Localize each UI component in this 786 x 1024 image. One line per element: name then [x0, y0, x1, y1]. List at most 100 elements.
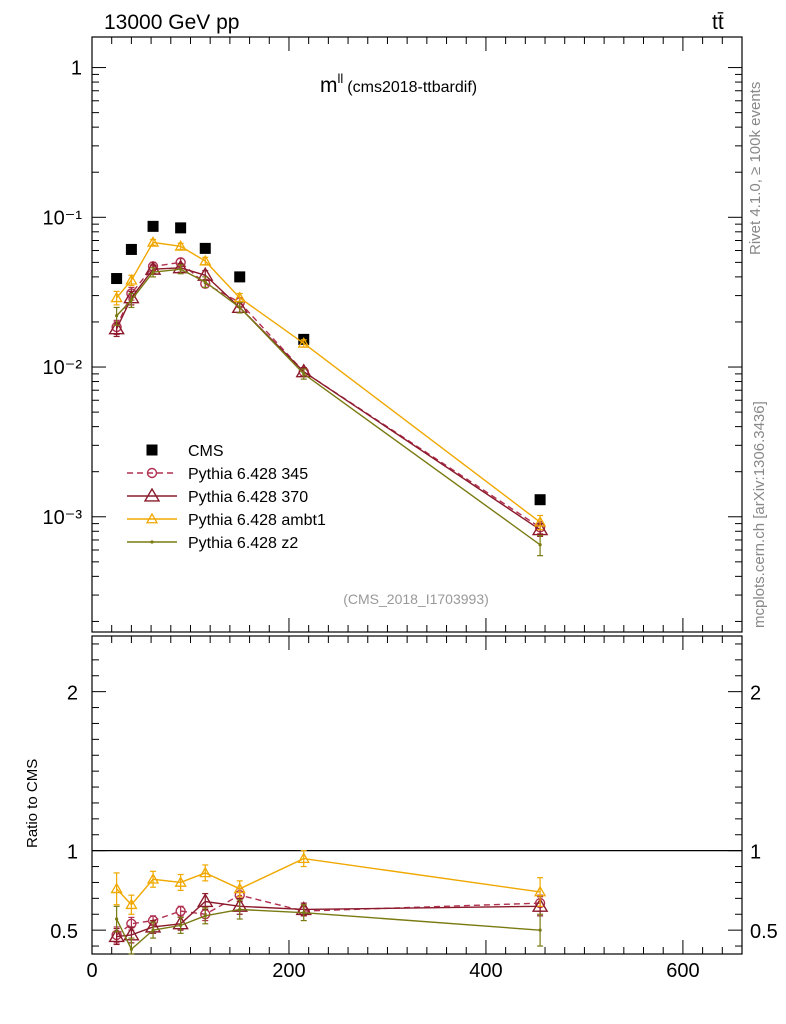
data-marker-dot — [538, 928, 542, 932]
data-marker-square — [147, 220, 159, 232]
data-marker-square — [534, 494, 546, 506]
series-z2 — [113, 899, 544, 955]
process-label: tt̄ — [712, 11, 724, 34]
legend: CMS Pythia 6.428 345 Pythia 6.428 370 Pythi… — [127, 443, 326, 552]
main-series-marks — [108, 220, 549, 557]
data-marker-dot — [129, 947, 133, 951]
data-marker-triangle — [125, 273, 138, 285]
y-tick-label: 0.5 — [750, 921, 778, 943]
data-marker-triangle — [533, 515, 547, 527]
y-tick-label: 10⁻³ — [43, 507, 83, 529]
data-marker-triangle — [110, 882, 123, 894]
energy-label: 13000 GeV pp — [104, 11, 239, 34]
series-p345 — [111, 257, 546, 535]
y-tick-label: 1 — [67, 842, 78, 864]
plot-title: mll(cms2018-ttbardif) — [320, 71, 477, 97]
data-marker-triangle — [110, 291, 123, 303]
series-line — [115, 908, 541, 951]
data-marker-triangle — [125, 898, 138, 910]
data-marker-triangle — [108, 320, 125, 335]
y-tick-label: 1 — [750, 842, 761, 864]
data-marker-dot — [115, 917, 119, 921]
series-p370 — [108, 259, 549, 537]
data-marker-triangle — [197, 893, 214, 908]
ratio-series-marks — [108, 850, 549, 955]
series-p370 — [108, 892, 549, 946]
data-marker-triangle — [531, 521, 549, 536]
data-marker-dot — [179, 267, 183, 271]
data-marker-dot — [129, 298, 133, 302]
legend-label: Pythia 6.428 z2 — [188, 535, 298, 552]
data-marker-dot — [151, 928, 155, 932]
series-line — [115, 267, 541, 531]
legend-label: CMS — [188, 443, 224, 460]
series-line — [116, 857, 541, 906]
data-marker-triangle — [146, 872, 160, 884]
plot-title-superscript: ll — [338, 71, 344, 86]
legend-label: Pythia 6.428 ambt1 — [188, 512, 326, 529]
series-ambt1 — [110, 850, 547, 915]
series-z2 — [113, 264, 544, 557]
legend-item-cms: CMS — [146, 443, 224, 460]
plot-title-main: m — [320, 74, 338, 97]
data-marker-dot — [151, 270, 155, 274]
main-axis-ticks: 10⁻³ 10⁻² 10⁻¹ 1 — [43, 37, 743, 632]
main-plot-frame — [91, 36, 743, 633]
data-marker-dot — [302, 372, 306, 376]
y-tick-label: 2 — [750, 683, 761, 705]
ratio-plot-frame — [91, 635, 743, 955]
data-marker-triangle — [199, 254, 212, 266]
legend-item-ambt1: Pythia 6.428 ambt1 — [127, 512, 326, 529]
data-marker-triangle — [146, 236, 160, 247]
data-marker-triangle — [297, 852, 310, 863]
data-marker-triangle — [531, 897, 549, 912]
data-marker-triangle — [199, 866, 212, 878]
rivet-label: Rivet 4.1.0, ≥ 100k events — [747, 82, 764, 255]
x-tick-label: 0 — [86, 960, 97, 982]
data-marker-triangle — [233, 882, 246, 894]
data-marker-dot — [203, 914, 207, 918]
data-marker-dot — [115, 314, 119, 318]
analysis-id: (CMS_2018_I1703993) — [343, 591, 489, 607]
y-tick-label: 2 — [67, 683, 78, 705]
ratio-ylabel: Ratio to CMS — [24, 759, 41, 848]
series-line — [115, 261, 541, 528]
series-p345 — [111, 888, 546, 944]
y-tick-label: 10⁻¹ — [43, 207, 83, 229]
data-marker-triangle — [174, 876, 187, 887]
mcplots-label: mcplots.cern.ch [arXiv:1306.3436] — [751, 401, 768, 628]
data-marker-triangle — [233, 291, 246, 303]
data-marker-dot — [150, 540, 154, 544]
y-tick-label: 10⁻² — [43, 357, 83, 379]
series-line — [116, 268, 541, 546]
data-marker-triangle — [297, 337, 310, 348]
data-marker-dot — [302, 911, 306, 915]
data-marker-square — [199, 242, 211, 254]
data-marker-triangle — [108, 928, 125, 943]
data-marker-triangle — [533, 885, 547, 897]
data-marker-triangle — [143, 487, 161, 502]
x-tick-label: 600 — [666, 960, 699, 982]
legend-label: Pythia 6.428 370 — [188, 489, 308, 506]
legend-label: Pythia 6.428 345 — [188, 466, 308, 483]
series-ambt1 — [110, 236, 547, 531]
data-marker-dot — [203, 280, 207, 284]
data-marker-dot — [179, 923, 183, 927]
data-marker-square — [175, 222, 187, 234]
x-tick-label: 400 — [469, 960, 502, 982]
data-marker-square — [125, 243, 137, 255]
data-marker-square — [111, 273, 123, 285]
data-marker-triangle — [174, 240, 187, 251]
x-tick-label: 200 — [272, 960, 305, 982]
y-tick-label: 0.5 — [50, 921, 78, 943]
data-marker-square — [234, 271, 246, 283]
plot-title-sub: (cms2018-ttbardif) — [347, 79, 477, 96]
data-marker-circle — [146, 467, 158, 479]
legend-item-p370: Pythia 6.428 370 — [127, 487, 308, 506]
data-marker-triangle — [145, 512, 159, 524]
data-marker-dot — [238, 305, 242, 310]
data-marker-dot — [538, 543, 542, 547]
series-line — [116, 241, 541, 523]
y-tick-label: 1 — [71, 58, 82, 80]
